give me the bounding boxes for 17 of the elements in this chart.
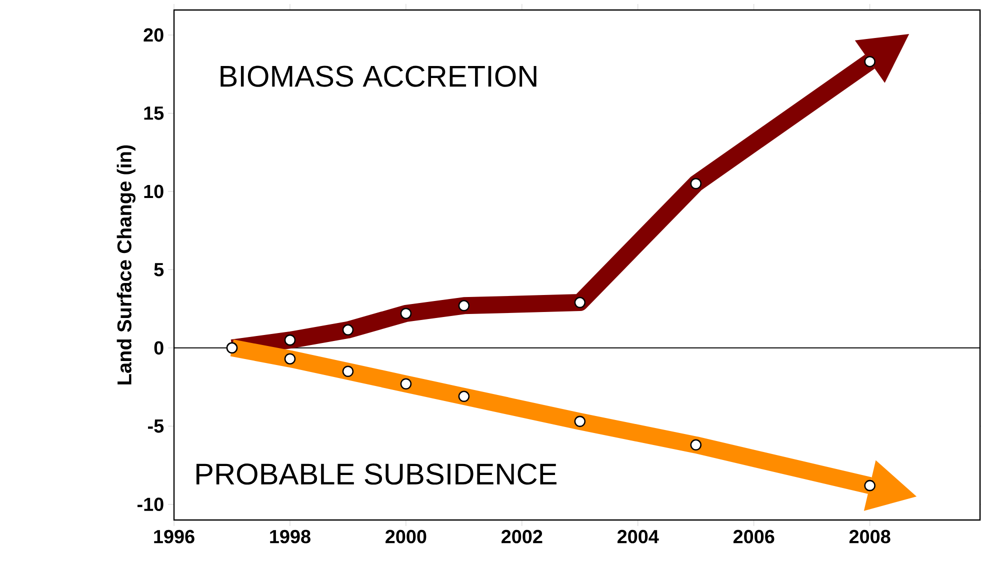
y-tick-label: -10 xyxy=(138,498,164,512)
x-tick-label: 2004 xyxy=(617,530,659,544)
annotation: BIOMASS ACCRETION xyxy=(220,66,536,87)
y-tick-label: 20 xyxy=(144,28,164,42)
y-tick-label: 0 xyxy=(154,341,164,355)
y-tick-label: 10 xyxy=(144,184,164,198)
y-tick-label: -5 xyxy=(148,420,164,433)
x-tick-label: 1996 xyxy=(154,530,194,544)
x-tick-label: 1998 xyxy=(270,530,310,544)
y-tick-label: 5 xyxy=(154,263,164,276)
annotation: PROBABLE SUBSIDENCE xyxy=(196,464,556,485)
x-tick-label: 2002 xyxy=(502,530,542,544)
x-tick-label: 2008 xyxy=(849,530,890,544)
y-axis-title: Land Surface Change (in) xyxy=(116,145,136,384)
x-tick-label: 2006 xyxy=(733,530,774,544)
y-tick-label: 15 xyxy=(144,106,164,120)
x-tick-label: 2000 xyxy=(386,530,426,544)
